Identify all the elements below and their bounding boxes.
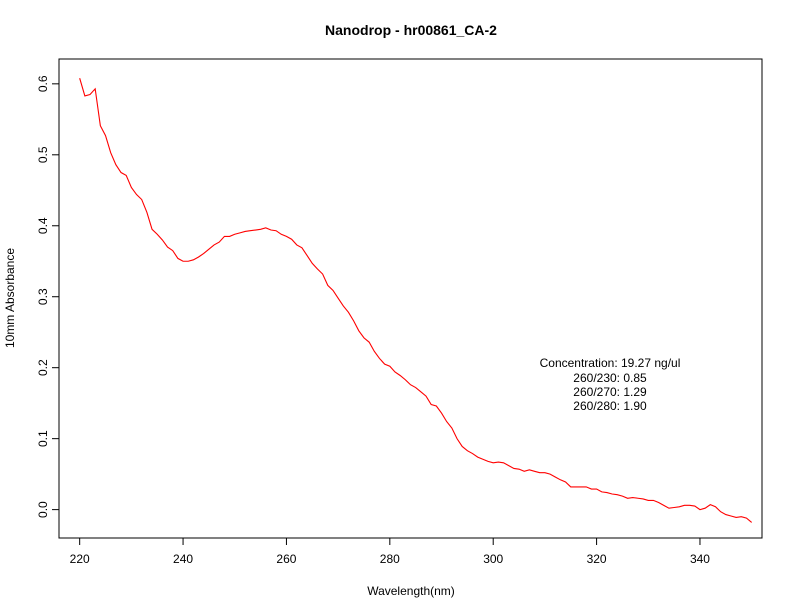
ratio-260-280-annotation: 260/280: 1.90 [573,399,647,413]
concentration-annotation: Concentration: 19.27 ng/ul [540,356,681,370]
y-tick-label: 0.3 [36,288,50,305]
x-tick-label: 300 [483,552,503,566]
x-tick-label: 280 [380,552,400,566]
x-tick-label: 260 [276,552,296,566]
x-axis-label: Wavelength(nm) [367,584,455,598]
ratio-260-230-annotation: 260/230: 0.85 [573,371,647,385]
y-axis: 0.0 0.1 0.2 0.3 0.4 0.5 0.6 [36,75,60,518]
y-tick-label: 0.4 [36,217,50,234]
x-axis: 220 240 260 280 300 320 340 [70,537,710,566]
ratio-260-270-annotation: 260/270: 1.29 [573,385,647,399]
x-tick-label: 240 [173,552,193,566]
absorbance-series-line [79,78,753,523]
x-tick-label: 340 [690,552,710,566]
y-tick-label: 0.5 [36,146,50,163]
y-tick-label: 0.2 [36,359,50,376]
y-tick-label: 0.6 [36,75,50,92]
y-tick-label: 0.0 [36,501,50,518]
x-tick-label: 320 [587,552,607,566]
x-tick-label: 220 [70,552,90,566]
y-axis-label: 10mm Absorbance [3,248,17,348]
chart-title: Nanodrop - hr00861_CA-2 [325,22,497,38]
y-tick-label: 0.1 [36,430,50,447]
